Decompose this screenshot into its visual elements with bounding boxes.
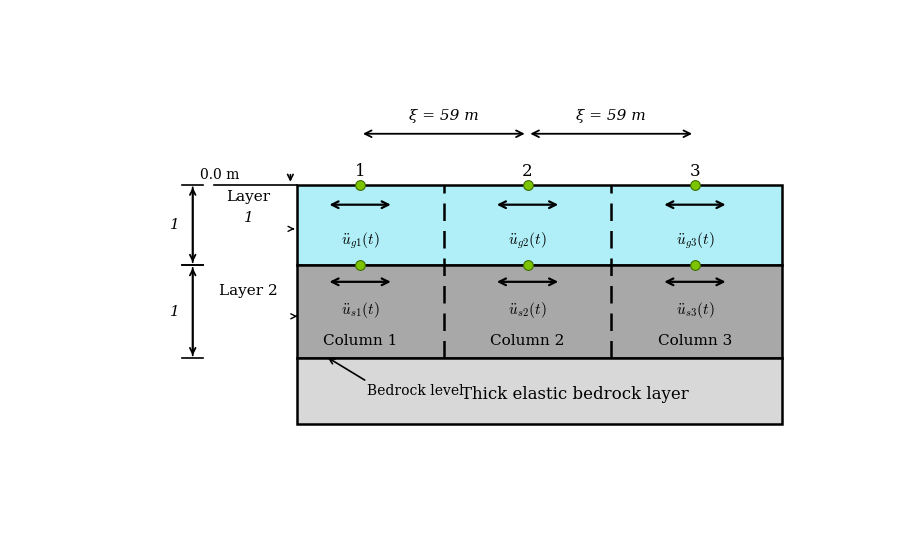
Bar: [297, 185, 782, 265]
Text: $\ddot{u}_{s2}(t)$: $\ddot{u}_{s2}(t)$: [508, 300, 547, 320]
Bar: [297, 265, 782, 358]
Text: Bedrock level: Bedrock level: [367, 384, 464, 398]
Text: Column 2: Column 2: [491, 334, 564, 349]
Text: $\ddot{u}_{g2}(t)$: $\ddot{u}_{g2}(t)$: [508, 230, 547, 251]
Text: $\ddot{u}_{g3}(t)$: $\ddot{u}_{g3}(t)$: [676, 230, 715, 251]
Text: Column 1: Column 1: [323, 334, 397, 349]
Text: $\ddot{u}_{g1}(t)$: $\ddot{u}_{g1}(t)$: [341, 230, 380, 251]
Text: $\ddot{u}_{s3}(t)$: $\ddot{u}_{s3}(t)$: [676, 300, 715, 320]
Text: $\ddot{u}_{s1}(t)$: $\ddot{u}_{s1}(t)$: [341, 300, 380, 320]
Text: 1: 1: [355, 163, 365, 179]
Bar: [297, 358, 782, 424]
Text: 1: 1: [170, 218, 180, 232]
Text: Layer: Layer: [227, 190, 271, 203]
Text: 1: 1: [170, 305, 180, 318]
Text: 0.0 m: 0.0 m: [200, 168, 239, 183]
Text: Thick elastic bedrock layer: Thick elastic bedrock layer: [461, 386, 688, 403]
Text: Layer 2: Layer 2: [219, 284, 278, 298]
Text: ξ = 59 m: ξ = 59 m: [409, 109, 479, 123]
Text: Column 3: Column 3: [658, 334, 732, 349]
Text: 3: 3: [689, 163, 700, 179]
Text: 1: 1: [244, 211, 254, 225]
Text: ξ = 59 m: ξ = 59 m: [576, 109, 646, 123]
Text: 2: 2: [522, 163, 533, 179]
